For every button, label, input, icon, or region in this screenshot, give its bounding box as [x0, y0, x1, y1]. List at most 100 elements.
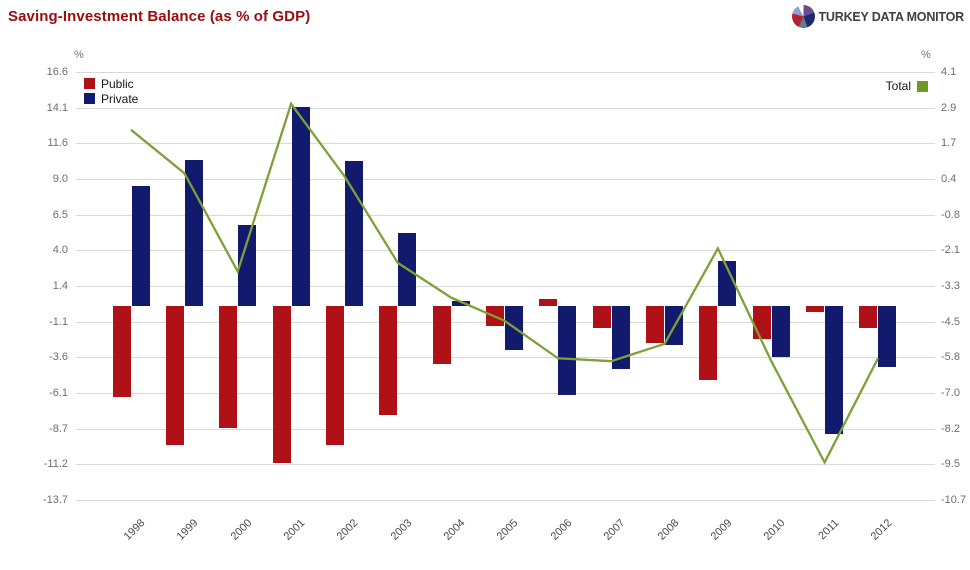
left-axis-tick: 1.4: [52, 280, 68, 292]
bar-public-2005: [485, 306, 504, 327]
bar-private-2006: [558, 306, 577, 396]
bar-public-2004: [432, 306, 451, 365]
gridline: [76, 357, 935, 359]
left-axis-tick: 6.5: [52, 208, 68, 221]
bar-public-2010: [752, 306, 771, 339]
bar-private-2001: [291, 107, 310, 307]
left-axis-tick: -8.7: [49, 422, 68, 435]
right-axis-tick: 0.4: [941, 173, 957, 185]
x-label-2003: 2003: [388, 517, 415, 543]
bar-private-2011: [825, 306, 844, 434]
bar-public-2007: [592, 306, 611, 328]
left-axis-tick: -3.6: [49, 351, 68, 364]
total-legend-label: Total: [885, 79, 911, 93]
bar-public-2002: [325, 306, 344, 445]
bar-public-1999: [165, 306, 184, 445]
bar-public-2001: [272, 306, 291, 464]
gridline: [76, 464, 935, 466]
gridline: [76, 214, 935, 216]
bar-public-2008: [646, 306, 665, 344]
private-legend-label: Private: [101, 91, 139, 106]
bar-private-2002: [344, 160, 363, 307]
gridline: [76, 143, 935, 145]
bar-private-2005: [504, 306, 523, 351]
bar-private-2003: [398, 233, 417, 307]
x-label-2006: 2006: [548, 517, 575, 543]
x-label-1998: 1998: [121, 517, 148, 543]
left-axis-tick: -1.1: [49, 315, 68, 328]
bar-public-2012: [859, 306, 878, 328]
right-axis-tick: -10.7: [941, 494, 967, 506]
chart-title: Saving-Investment Balance (as % of GDP): [8, 8, 311, 25]
left-axis-tick: -6.1: [49, 387, 68, 399]
bar-private-2007: [611, 306, 630, 369]
private-legend-swatch-icon: [84, 93, 95, 104]
bar-public-2009: [699, 306, 718, 380]
x-label-1999: 1999: [175, 517, 201, 543]
right-axis-tick: -3.3: [941, 280, 960, 292]
left-axis-tick: 11.6: [47, 137, 68, 150]
bar-private-2009: [718, 261, 737, 307]
legend-item-private: Private: [84, 91, 138, 106]
gridline: [76, 179, 935, 180]
public-legend-swatch-icon: [84, 78, 95, 89]
right-axis-tick: -9.5: [941, 458, 960, 471]
bar-private-2010: [771, 306, 790, 358]
bar-private-2004: [451, 300, 470, 307]
x-label-2000: 2000: [228, 517, 255, 543]
bar-private-1999: [184, 159, 203, 307]
x-label-2010: 2010: [761, 517, 788, 543]
left-axis-tick: 9.0: [52, 173, 68, 185]
right-axis-tick: 2.9: [941, 101, 957, 114]
bar-private-1998: [131, 186, 150, 307]
x-label-2008: 2008: [655, 517, 682, 543]
bar-private-2008: [665, 306, 684, 345]
bar-public-1998: [112, 306, 131, 397]
right-axis-unit-label: %: [921, 49, 931, 61]
right-axis-tick: -0.8: [941, 208, 960, 221]
x-label-2001: 2001: [281, 517, 308, 543]
x-label-2011: 2011: [815, 517, 842, 543]
pie-chart-logo-icon: [792, 5, 816, 28]
gridline: [76, 286, 935, 287]
bar-private-2012: [878, 306, 897, 368]
gridline: [76, 107, 935, 109]
right-axis-tick: -8.2: [941, 422, 960, 435]
left-axis-tick: 16.6: [46, 66, 68, 78]
left-axis-tick: 14.1: [46, 101, 68, 114]
x-label-2005: 2005: [495, 517, 521, 543]
gridline: [76, 393, 935, 394]
bar-private-2000: [238, 224, 257, 307]
bar-public-2011: [806, 306, 825, 313]
right-axis-tick: -2.1: [941, 244, 960, 257]
right-axis-tick: -5.8: [941, 351, 960, 364]
total-legend-swatch-icon: [917, 80, 928, 92]
gridline: [76, 72, 935, 73]
left-axis-tick: -11.2: [43, 458, 68, 471]
left-axis-unit-label: %: [74, 49, 84, 61]
left-axis-tick: -13.7: [42, 494, 68, 506]
bar-public-2000: [219, 306, 238, 428]
x-label-2002: 2002: [335, 517, 361, 543]
brand-logo: TURKEY DATA MONITOR: [792, 5, 964, 28]
gridline: [76, 250, 935, 252]
gridline: [76, 500, 935, 501]
right-axis-tick: -4.5: [941, 315, 960, 328]
right-axis-tick: -7.0: [941, 387, 960, 399]
bar-public-2006: [539, 299, 558, 307]
bar-public-2003: [379, 306, 398, 416]
x-label-2004: 2004: [441, 517, 468, 543]
legend-item-public: Public: [84, 76, 138, 91]
legend-bars: Public Private: [84, 76, 138, 106]
public-legend-label: Public: [101, 76, 134, 91]
right-axis-tick: 4.1: [941, 66, 957, 78]
left-axis-tick: 4.0: [52, 244, 68, 257]
x-label-2012: 2012: [868, 517, 895, 543]
legend-item-total: Total: [886, 79, 928, 93]
x-label-2007: 2007: [601, 517, 628, 543]
gridline: [76, 428, 935, 430]
right-axis-tick: 1.7: [941, 137, 957, 150]
brand-name: TURKEY DATA MONITOR: [818, 9, 964, 24]
x-label-2009: 2009: [708, 517, 735, 543]
